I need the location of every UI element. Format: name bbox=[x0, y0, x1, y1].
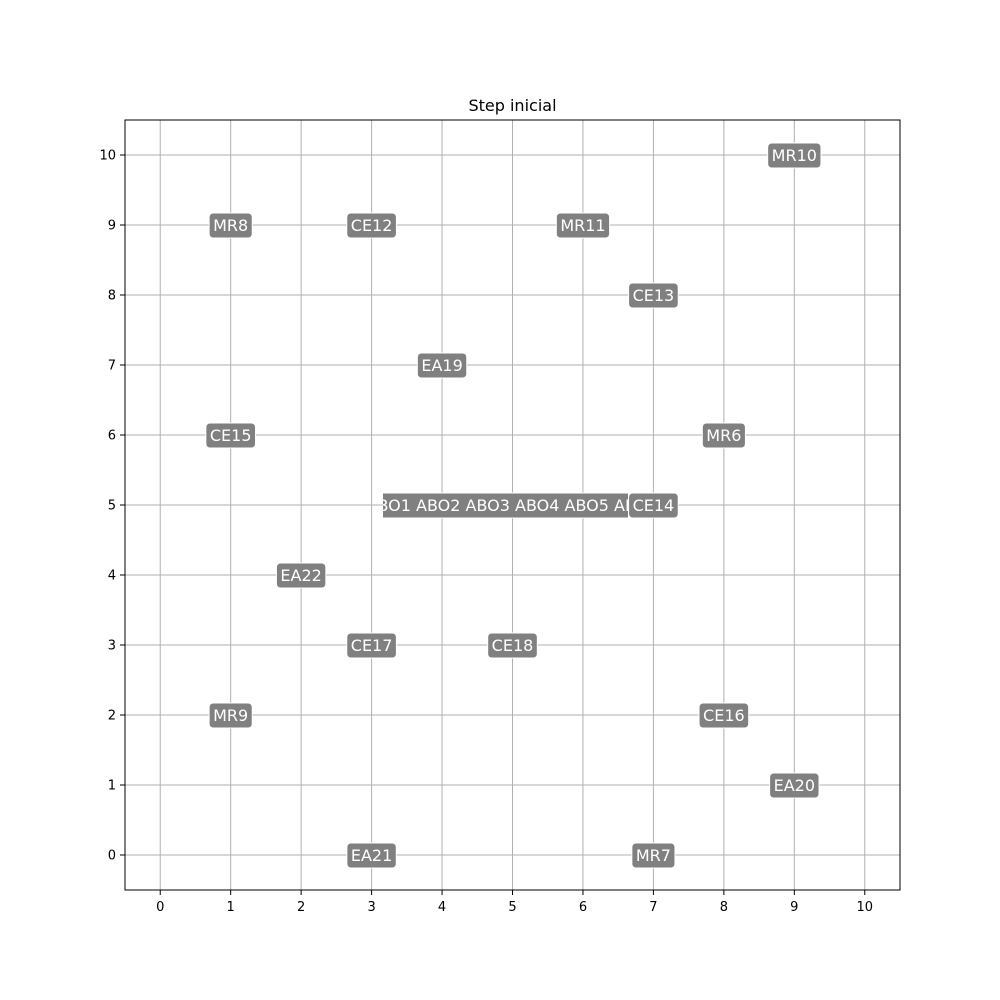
label-box bbox=[769, 772, 820, 799]
x-tick-label: 3 bbox=[367, 900, 375, 915]
x-tick-label: 9 bbox=[790, 900, 798, 915]
point-label: EA21 bbox=[346, 842, 397, 869]
point-label: CE16 bbox=[698, 702, 750, 729]
y-tick-label: 8 bbox=[108, 289, 116, 304]
x-tick-label: 7 bbox=[649, 900, 657, 915]
label-box bbox=[346, 842, 397, 869]
label-box bbox=[208, 212, 253, 239]
point-label: EA19 bbox=[416, 352, 468, 379]
label-box bbox=[628, 492, 679, 519]
y-tick-label: 6 bbox=[108, 429, 116, 444]
label-text: EA22 bbox=[280, 566, 321, 585]
x-tick-label: 8 bbox=[720, 900, 728, 915]
label-text: CE13 bbox=[633, 286, 675, 305]
x-tick-label: 0 bbox=[156, 900, 164, 915]
point-label: CE12 bbox=[346, 212, 397, 239]
label-box bbox=[631, 842, 676, 869]
label-text: EA20 bbox=[774, 776, 815, 795]
point-label: CE15 bbox=[205, 422, 257, 449]
label-box bbox=[698, 702, 750, 729]
label-box bbox=[346, 212, 397, 239]
x-tick-label: 6 bbox=[579, 900, 587, 915]
point-label: EA22 bbox=[275, 562, 327, 589]
point-label: MR10 bbox=[767, 142, 822, 169]
label-text: EA19 bbox=[421, 356, 462, 375]
point-label: MR11 bbox=[555, 212, 611, 239]
label-text: CE16 bbox=[703, 706, 745, 725]
label-box bbox=[487, 632, 538, 659]
point-label: EA20 bbox=[769, 772, 820, 799]
label-text: ABO1 ABO2 ABO3 ABO4 ABO5 ABO6 bbox=[367, 496, 659, 515]
label-text: MR7 bbox=[636, 846, 671, 865]
point-label: CE17 bbox=[346, 632, 397, 659]
label-box bbox=[205, 422, 257, 449]
y-tick-label: 5 bbox=[108, 499, 116, 514]
x-tick-label: 10 bbox=[856, 900, 873, 915]
label-text: EA21 bbox=[351, 846, 392, 865]
y-tick-label: 1 bbox=[108, 779, 116, 794]
point-labels: MR10 MR8 CE12 MR11 CE13 EA19 CE15 MR6 ABO1 ABO2 … bbox=[205, 142, 822, 869]
label-text: MR6 bbox=[706, 426, 741, 445]
x-tick-label: 5 bbox=[508, 900, 516, 915]
label-text: MR8 bbox=[213, 216, 248, 235]
point-label: MR8 bbox=[208, 212, 253, 239]
point-label: MR7 bbox=[631, 842, 676, 869]
label-box bbox=[555, 212, 611, 239]
label-text: CE12 bbox=[351, 216, 393, 235]
label-text: CE17 bbox=[351, 636, 393, 655]
point-label: CE14 bbox=[628, 492, 679, 519]
point-label: CE18 bbox=[487, 632, 538, 659]
label-text: CE14 bbox=[633, 496, 675, 515]
y-tick-label: 0 bbox=[108, 849, 116, 864]
point-label: ABO1 ABO2 ABO3 ABO4 ABO5 ABO6 bbox=[367, 492, 659, 519]
point-label: CE13 bbox=[628, 282, 679, 309]
chart-title: Step inicial bbox=[468, 96, 556, 115]
x-tick-label: 2 bbox=[297, 900, 305, 915]
label-text: MR9 bbox=[213, 706, 248, 725]
x-tick-label: 4 bbox=[438, 900, 446, 915]
label-box bbox=[383, 492, 628, 519]
y-tick-label: 10 bbox=[99, 149, 116, 164]
y-tick-label: 7 bbox=[108, 359, 116, 374]
label-text: MR11 bbox=[560, 216, 605, 235]
label-box bbox=[628, 282, 679, 309]
y-tick-label: 9 bbox=[108, 219, 116, 234]
label-box bbox=[416, 352, 468, 379]
label-text: MR10 bbox=[772, 146, 817, 165]
label-box bbox=[208, 702, 253, 729]
y-tick-label: 2 bbox=[108, 709, 116, 724]
label-box bbox=[767, 142, 822, 169]
label-text: CE15 bbox=[210, 426, 252, 445]
point-label: MR9 bbox=[208, 702, 253, 729]
point-label: MR6 bbox=[701, 422, 746, 449]
label-box bbox=[275, 562, 327, 589]
axes-ticks: 0 1 2 3 4 5 6 7 8 9 10 0 1 2 3 4 5 6 7 8 9 10 bbox=[99, 149, 873, 916]
y-tick-label: 4 bbox=[108, 569, 116, 584]
label-box bbox=[346, 632, 397, 659]
x-tick-label: 1 bbox=[227, 900, 235, 915]
y-tick-label: 3 bbox=[108, 639, 116, 654]
label-box bbox=[701, 422, 746, 449]
label-text: CE18 bbox=[492, 636, 534, 655]
